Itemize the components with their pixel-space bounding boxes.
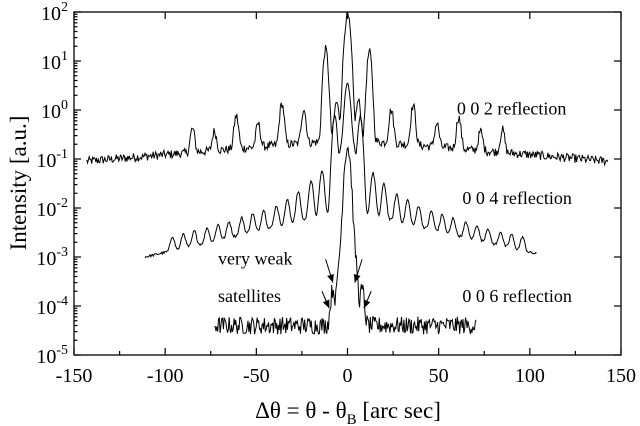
- x-tick-label: 150: [606, 365, 636, 387]
- series-line-1: [86, 11, 609, 167]
- x-tick-label: -100: [147, 365, 184, 387]
- arrow-head: [363, 299, 371, 309]
- annotation-label: 0 0 4 reflection: [462, 188, 571, 208]
- y-axis: 10-5 10-4 10-3 10-2 10-1 100 101 102: [36, 0, 621, 368]
- arrow-head: [327, 273, 334, 283]
- annotations-layer: very weak satellites 0 0 2 reflection 0 0 4…: [218, 99, 572, 309]
- y-tick-label: 101: [41, 49, 68, 74]
- annotation-label: 0 0 6 reflection: [462, 286, 571, 306]
- y-tick-label: 100: [41, 98, 68, 123]
- x-axis: -150 -100 -50 0 50 100 150: [56, 12, 636, 387]
- annotation-label: satellites: [218, 286, 281, 306]
- y-tick-label: 10-5: [36, 343, 68, 368]
- y-tick-label: 10-4: [36, 294, 68, 319]
- x-tick-label: 100: [515, 365, 545, 387]
- x-tick-label: -50: [243, 365, 270, 387]
- x-axis-title: Δθ = θ - θB [arc sec]: [255, 398, 441, 426]
- arrow-head: [353, 273, 361, 283]
- arrow-head: [322, 299, 330, 309]
- y-tick-label: 102: [41, 0, 68, 25]
- annotation-label: 0 0 2 reflection: [457, 99, 566, 119]
- y-tick-label: 10-3: [36, 245, 68, 270]
- y-tick-label: 10-2: [36, 196, 68, 221]
- x-tick-label: 0: [343, 365, 353, 387]
- x-tick-label: -150: [56, 365, 93, 387]
- x-tick-label: 50: [429, 365, 449, 387]
- y-tick-label: 10-1: [36, 147, 68, 172]
- y-axis-title: Intensity [a.u.]: [6, 116, 31, 251]
- series-line-3: [214, 146, 477, 335]
- annotation-label: very weak: [218, 249, 292, 269]
- series-line-2: [144, 82, 537, 259]
